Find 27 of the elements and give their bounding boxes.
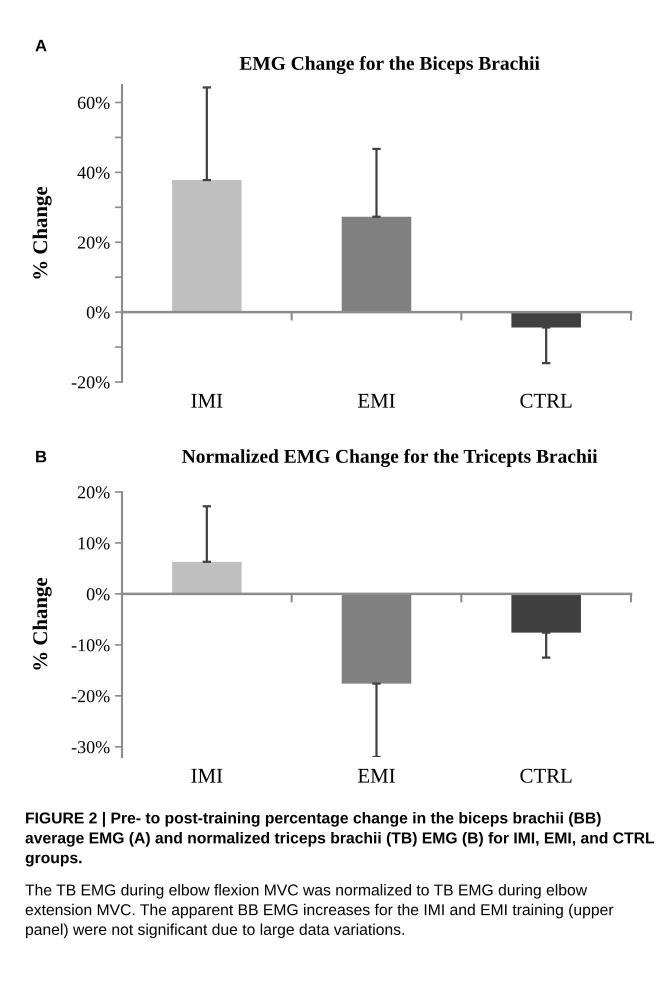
caption: FIGURE 2 | Pre- to post-training percentage change in the biceps brachii (BB) average EMG (A) and normalized triceps brachii (TB) EMG (B) for IMI, EMI, and CTRL groups. — [25, 812, 654, 866]
bar — [511, 312, 581, 328]
y-tick-label: -20% — [72, 690, 110, 702]
x-tick-label: CTRL — [520, 394, 572, 408]
y-axis-title: % Change — [32, 186, 52, 279]
y-tick-label: -20% — [72, 376, 110, 388]
y-tick-label: 40% — [77, 166, 110, 179]
x-tick-label: EMI — [358, 768, 395, 783]
text: A — [35, 40, 47, 52]
y-tick-label: 20% — [78, 236, 110, 249]
chart-title: Normalized EMG Change for the Tricepts Brachii — [182, 449, 598, 467]
x-tick-label: CTRL — [520, 768, 572, 783]
bar — [172, 180, 242, 312]
chart-title: EMG Change for the Biceps Brachii — [240, 56, 540, 74]
x-tick-label: IMI — [191, 768, 222, 783]
y-axis-title: % Change — [32, 578, 52, 670]
y-tick-label: -30% — [72, 741, 110, 754]
x-tick-label: EMI — [358, 394, 395, 408]
y-tick-label: 0% — [86, 588, 110, 600]
y-tick-label: -10% — [72, 639, 110, 652]
y-tick-label: 0% — [86, 306, 110, 319]
y-tick-label: 20% — [78, 486, 110, 498]
x-tick-label: IMI — [191, 394, 222, 408]
y-tick-label: 10% — [78, 537, 110, 550]
text: The TB EMG during elbow flexion MVC was normalized to TB EMG during elbow extension MVC. The apparent BB EMG increases for the IMI and EMI training (upper panel) were not significant due to large data variations. — [25, 884, 614, 938]
y-tick-label: 60% — [78, 96, 110, 109]
text: B — [36, 450, 46, 462]
